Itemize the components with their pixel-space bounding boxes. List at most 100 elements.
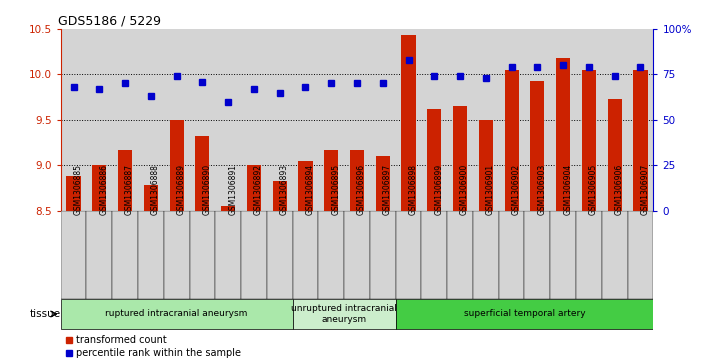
Bar bbox=[473, 211, 498, 299]
Bar bbox=[241, 29, 267, 211]
Bar bbox=[86, 29, 112, 211]
Text: GSM1306901: GSM1306901 bbox=[486, 164, 495, 215]
Bar bbox=[164, 211, 189, 299]
Text: GSM1306907: GSM1306907 bbox=[640, 164, 650, 215]
Bar bbox=[602, 211, 628, 299]
Bar bbox=[61, 29, 86, 211]
Bar bbox=[479, 120, 493, 211]
Text: unruptured intracranial
aneurysm: unruptured intracranial aneurysm bbox=[291, 304, 397, 324]
Bar bbox=[293, 299, 396, 329]
Bar bbox=[66, 176, 81, 211]
Text: GSM1306885: GSM1306885 bbox=[74, 164, 83, 215]
Bar bbox=[525, 29, 550, 211]
Text: GSM1306889: GSM1306889 bbox=[176, 164, 186, 215]
Text: GSM1306906: GSM1306906 bbox=[615, 164, 623, 215]
Text: ruptured intracranial aneurysm: ruptured intracranial aneurysm bbox=[106, 310, 248, 318]
Bar bbox=[376, 156, 390, 211]
Bar bbox=[427, 109, 441, 211]
Bar bbox=[293, 29, 318, 211]
Bar bbox=[112, 29, 138, 211]
Text: GDS5186 / 5229: GDS5186 / 5229 bbox=[58, 15, 161, 28]
Bar bbox=[164, 29, 189, 211]
Bar bbox=[318, 211, 344, 299]
Bar bbox=[318, 29, 344, 211]
Text: GSM1306903: GSM1306903 bbox=[538, 164, 546, 215]
Bar bbox=[241, 211, 267, 299]
Bar bbox=[138, 211, 164, 299]
Bar bbox=[633, 70, 648, 211]
Bar bbox=[298, 160, 313, 211]
Bar bbox=[401, 36, 416, 211]
Bar bbox=[189, 29, 216, 211]
Text: GSM1306890: GSM1306890 bbox=[202, 164, 211, 215]
Bar bbox=[396, 299, 653, 329]
Bar bbox=[576, 211, 602, 299]
Bar bbox=[293, 211, 318, 299]
Bar bbox=[221, 206, 235, 211]
Bar bbox=[550, 211, 576, 299]
Bar bbox=[608, 99, 622, 211]
Bar bbox=[273, 180, 287, 211]
Bar bbox=[498, 211, 525, 299]
Bar bbox=[118, 150, 132, 211]
Bar bbox=[498, 29, 525, 211]
Bar bbox=[473, 29, 498, 211]
Bar bbox=[112, 211, 138, 299]
Bar bbox=[447, 29, 473, 211]
Bar bbox=[61, 211, 86, 299]
Bar bbox=[525, 211, 550, 299]
Bar bbox=[86, 211, 112, 299]
Bar bbox=[602, 29, 628, 211]
Text: superficial temporal artery: superficial temporal artery bbox=[463, 310, 585, 318]
Text: GSM1306896: GSM1306896 bbox=[357, 164, 366, 215]
Bar bbox=[447, 211, 473, 299]
Bar bbox=[556, 58, 570, 211]
Text: GSM1306895: GSM1306895 bbox=[331, 164, 341, 215]
Bar bbox=[582, 70, 596, 211]
Bar bbox=[267, 211, 293, 299]
Bar bbox=[396, 211, 421, 299]
Bar bbox=[61, 299, 293, 329]
Text: GSM1306888: GSM1306888 bbox=[151, 164, 160, 215]
Bar bbox=[138, 29, 164, 211]
Bar bbox=[216, 211, 241, 299]
Text: GSM1306892: GSM1306892 bbox=[254, 164, 263, 215]
Bar bbox=[92, 165, 106, 211]
Bar bbox=[344, 29, 370, 211]
Text: GSM1306905: GSM1306905 bbox=[589, 164, 598, 215]
Bar bbox=[169, 120, 183, 211]
Bar bbox=[628, 211, 653, 299]
Bar bbox=[505, 70, 518, 211]
Text: GSM1306902: GSM1306902 bbox=[512, 164, 521, 215]
Text: GSM1306886: GSM1306886 bbox=[99, 164, 109, 215]
Bar bbox=[421, 211, 447, 299]
Text: GSM1306898: GSM1306898 bbox=[408, 164, 418, 215]
Text: GSM1306894: GSM1306894 bbox=[306, 164, 314, 215]
Text: GSM1306891: GSM1306891 bbox=[228, 164, 237, 215]
Text: GSM1306900: GSM1306900 bbox=[460, 164, 469, 215]
Bar bbox=[370, 29, 396, 211]
Bar bbox=[267, 29, 293, 211]
Bar bbox=[144, 185, 158, 211]
Bar bbox=[396, 29, 421, 211]
Text: GSM1306897: GSM1306897 bbox=[383, 164, 392, 215]
Bar bbox=[628, 29, 653, 211]
Bar bbox=[531, 81, 545, 211]
Bar bbox=[576, 29, 602, 211]
Bar bbox=[189, 211, 216, 299]
Text: GSM1306893: GSM1306893 bbox=[280, 164, 288, 215]
Text: GSM1306904: GSM1306904 bbox=[563, 164, 572, 215]
Bar bbox=[344, 211, 370, 299]
Bar bbox=[216, 29, 241, 211]
Bar bbox=[421, 29, 447, 211]
Text: tissue: tissue bbox=[29, 309, 61, 319]
Text: GSM1306899: GSM1306899 bbox=[434, 164, 443, 215]
Bar bbox=[453, 106, 467, 211]
Bar bbox=[550, 29, 576, 211]
Legend: transformed count, percentile rank within the sample: transformed count, percentile rank withi… bbox=[66, 335, 241, 358]
Bar bbox=[370, 211, 396, 299]
Bar bbox=[324, 150, 338, 211]
Bar bbox=[247, 165, 261, 211]
Bar bbox=[196, 136, 209, 211]
Bar bbox=[350, 150, 364, 211]
